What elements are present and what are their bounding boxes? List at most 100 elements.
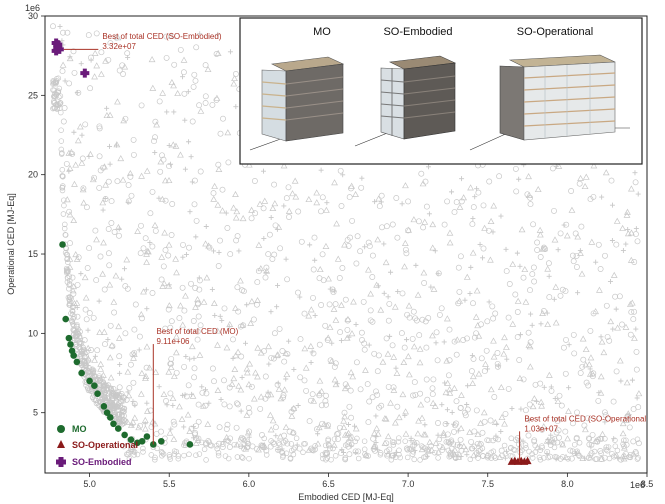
cloud-point — [532, 442, 538, 449]
cloud-point — [499, 452, 505, 459]
cloud-point — [217, 130, 224, 137]
cloud-point — [267, 391, 275, 398]
cloud-point — [393, 369, 401, 376]
building-inset: MO SO-Embodied SO-Operational — [239, 17, 643, 165]
cloud-point — [323, 206, 330, 213]
cloud-point — [67, 148, 75, 155]
cloud-point — [435, 455, 441, 461]
cloud-point — [309, 391, 316, 398]
cloud-point — [342, 296, 349, 303]
cloud-point — [456, 203, 464, 210]
cloud-point — [221, 305, 228, 312]
cloud-point — [470, 452, 478, 459]
cloud-point — [325, 422, 332, 429]
cloud-point — [337, 167, 344, 174]
cloud-point — [316, 275, 323, 282]
cloud-point — [390, 384, 397, 391]
cloud-point — [78, 271, 84, 277]
cloud-point — [203, 224, 209, 229]
so-operational-building-image — [499, 54, 616, 141]
cloud-point — [477, 447, 484, 453]
cloud-point — [214, 201, 222, 208]
cloud-point — [486, 299, 492, 305]
cloud-point — [108, 390, 115, 397]
cloud-point — [531, 278, 538, 285]
cloud-point — [148, 452, 155, 458]
cloud-point — [225, 159, 232, 166]
cloud-point — [451, 428, 457, 435]
cloud-point — [585, 382, 592, 389]
cloud-point — [52, 80, 59, 87]
cloud-point — [514, 334, 521, 341]
cloud-point — [498, 429, 504, 435]
cloud-point — [181, 424, 187, 430]
cloud-point — [310, 350, 317, 357]
cloud-point — [592, 308, 599, 315]
cloud-point — [587, 452, 593, 459]
cloud-point — [52, 90, 58, 97]
y-tick-label: 15 — [28, 249, 38, 259]
cloud-point — [340, 417, 348, 424]
cloud-point — [436, 311, 443, 318]
cloud-point — [90, 370, 96, 377]
cloud-point — [227, 251, 234, 258]
cloud-point — [280, 452, 286, 459]
cloud-point — [85, 387, 92, 394]
cloud-point — [187, 356, 193, 362]
cloud-point — [326, 323, 334, 330]
cloud-point — [420, 224, 427, 231]
cloud-point — [232, 71, 239, 77]
cloud-point — [186, 328, 192, 334]
cloud-point — [170, 372, 178, 379]
cloud-point — [195, 418, 202, 425]
cloud-point — [513, 188, 520, 195]
cloud-point — [251, 178, 258, 184]
cloud-point — [348, 414, 355, 421]
cloud-point — [490, 202, 498, 209]
cloud-point — [106, 281, 114, 288]
cloud-point — [167, 324, 174, 331]
cloud-point — [501, 420, 508, 427]
cloud-point — [190, 83, 197, 90]
cloud-point — [82, 306, 89, 313]
cloud-point — [439, 447, 446, 453]
cloud-point — [505, 314, 512, 321]
cloud-point — [64, 256, 70, 263]
cloud-point — [111, 309, 118, 316]
cloud-point — [197, 168, 204, 175]
cloud-point — [275, 446, 281, 452]
cloud-point — [238, 443, 244, 450]
cloud-point — [378, 402, 385, 409]
cloud-point — [140, 449, 146, 455]
cloud-point — [512, 165, 519, 172]
mo-point — [106, 414, 114, 421]
cloud-point — [468, 264, 474, 270]
cloud-point — [266, 361, 272, 367]
cloud-point — [60, 29, 66, 36]
cloud-point — [202, 100, 209, 106]
cloud-point — [203, 390, 210, 397]
cloud-point — [91, 356, 98, 363]
cloud-point — [551, 207, 557, 214]
cloud-point — [516, 437, 522, 444]
cloud-point — [362, 451, 368, 457]
cloud-point — [165, 241, 173, 248]
cloud-point — [473, 330, 480, 337]
cloud-point — [501, 442, 508, 449]
cloud-point — [221, 401, 228, 408]
cloud-point — [476, 440, 484, 447]
cloud-point — [170, 418, 177, 425]
cloud-point — [197, 107, 205, 114]
cloud-point — [70, 48, 77, 55]
cloud-point — [191, 355, 197, 361]
cloud-point — [405, 227, 412, 234]
cloud-point — [439, 402, 445, 408]
cloud-point — [167, 390, 174, 397]
cloud-point — [341, 413, 349, 420]
cloud-point — [587, 354, 595, 361]
cloud-point — [70, 283, 78, 290]
cloud-point — [467, 456, 474, 463]
cloud-point — [568, 188, 575, 194]
cloud-point — [288, 412, 296, 419]
